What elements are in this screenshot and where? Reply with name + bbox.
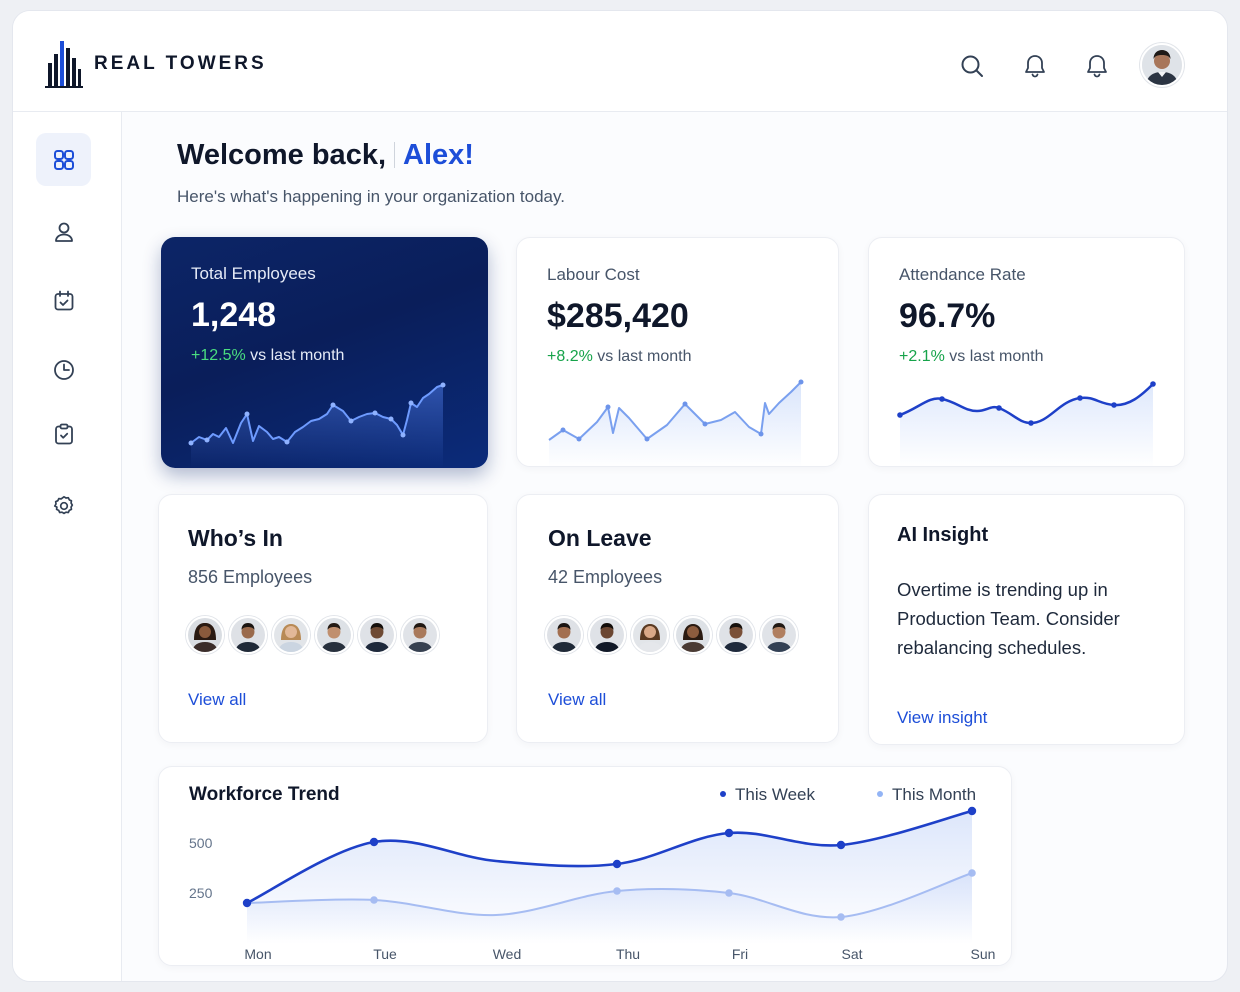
clipboard-icon bbox=[54, 423, 73, 444]
top-header: REAL TOWERS bbox=[13, 11, 1227, 112]
legend-item-this-month[interactable]: This Month bbox=[877, 785, 976, 805]
employee-count: 42 Employees bbox=[548, 567, 663, 587]
page-title: Welcome back, Alex! bbox=[177, 139, 474, 172]
calendar-check-icon bbox=[54, 290, 73, 310]
workforce-trend-card: Workforce Trend This Week This Month 500… bbox=[158, 766, 1012, 966]
avatar-group bbox=[545, 616, 803, 654]
bell-icon[interactable] bbox=[1084, 53, 1110, 79]
x-tick-label: Fri bbox=[732, 946, 748, 962]
sidebar-item-time[interactable] bbox=[36, 343, 91, 396]
avatar[interactable] bbox=[545, 616, 583, 654]
card-title: On Leave bbox=[548, 525, 652, 551]
avatar[interactable] bbox=[358, 616, 396, 654]
legend-label: This Month bbox=[892, 785, 977, 804]
x-tick-label: Sat bbox=[841, 946, 862, 962]
sidebar bbox=[13, 112, 122, 981]
stat-card-total-employees[interactable]: Total Employees 1,248 +12.5% vs last mon… bbox=[161, 237, 488, 468]
notification-bell-icon[interactable] bbox=[1022, 53, 1048, 79]
avatar[interactable] bbox=[760, 616, 798, 654]
x-tick-label: Tue bbox=[373, 946, 397, 962]
data-point[interactable] bbox=[967, 806, 977, 816]
ai-insight-card: AI Insight Overtime is trending up in Pr… bbox=[868, 494, 1185, 745]
avatar[interactable] bbox=[674, 616, 712, 654]
clock-icon bbox=[53, 359, 74, 380]
avatar[interactable] bbox=[315, 616, 353, 654]
sidebar-item-settings[interactable] bbox=[36, 479, 91, 532]
series-area-this-week bbox=[247, 811, 972, 943]
avatar-group bbox=[186, 616, 444, 654]
page-subtitle: Here's what's happening in your organiza… bbox=[177, 187, 565, 206]
sidebar-item-people[interactable] bbox=[36, 205, 91, 258]
view-insight-link[interactable]: View insight bbox=[897, 708, 988, 727]
y-tick-label: 500 bbox=[189, 835, 213, 851]
whos-in-card: Who’s In 856 Employees View all bbox=[158, 494, 488, 743]
stat-value: 1,248 bbox=[191, 296, 277, 334]
brand-name: REAL TOWERS bbox=[94, 53, 267, 74]
view-all-link[interactable]: View all bbox=[548, 690, 607, 709]
card-title: AI Insight bbox=[897, 524, 989, 546]
avatar[interactable] bbox=[186, 616, 224, 654]
stat-delta-value: +8.2% bbox=[547, 348, 593, 365]
stat-delta-suffix: vs last month bbox=[245, 347, 345, 364]
data-point[interactable] bbox=[242, 898, 252, 908]
stat-delta: +8.2% vs last month bbox=[547, 348, 692, 366]
stat-delta-value: +2.1% bbox=[899, 348, 945, 365]
stat-value: 96.7% bbox=[899, 297, 996, 335]
stat-card-attendance-rate[interactable]: Attendance Rate 96.7% +2.1% vs last mont… bbox=[868, 237, 1185, 468]
employees-sparkline bbox=[188, 382, 446, 468]
title-divider bbox=[394, 142, 396, 168]
avatar[interactable] bbox=[588, 616, 626, 654]
employee-count: 856 Employees bbox=[188, 567, 313, 587]
stat-delta: +12.5% vs last month bbox=[191, 347, 344, 365]
legend-label: This Week bbox=[735, 785, 815, 804]
x-tick-label: Thu bbox=[616, 946, 640, 962]
sidebar-item-tasks[interactable] bbox=[36, 407, 91, 460]
stat-delta-suffix: vs last month bbox=[944, 348, 1044, 365]
y-tick-label: 250 bbox=[189, 885, 213, 901]
app-window: REAL TOWERS bbox=[12, 10, 1228, 982]
x-tick-label: Sun bbox=[971, 946, 996, 962]
user-icon bbox=[54, 222, 73, 242]
avatar[interactable] bbox=[631, 616, 669, 654]
avatar[interactable] bbox=[401, 616, 439, 654]
avatar[interactable] bbox=[229, 616, 267, 654]
labour-cost-sparkline bbox=[548, 379, 804, 468]
legend-item-this-week[interactable]: This Week bbox=[720, 785, 815, 805]
data-point[interactable] bbox=[369, 837, 379, 847]
data-point[interactable] bbox=[612, 859, 622, 869]
stat-delta-value: +12.5% bbox=[191, 347, 246, 364]
on-leave-card: On Leave 42 Employees View all bbox=[516, 494, 839, 743]
chart-title: Workforce Trend bbox=[189, 784, 340, 805]
stat-label: Attendance Rate bbox=[899, 265, 1026, 284]
stat-card-labour-cost[interactable]: Labour Cost $285,420 +8.2% vs last month bbox=[516, 237, 839, 468]
welcome-user-name: Alex! bbox=[403, 139, 474, 171]
stat-label: Total Employees bbox=[191, 264, 316, 283]
avatar[interactable] bbox=[272, 616, 310, 654]
welcome-greeting: Welcome back, bbox=[177, 139, 387, 171]
attendance-sparkline bbox=[897, 381, 1156, 468]
brand-logo-icon bbox=[45, 41, 83, 88]
view-all-link[interactable]: View all bbox=[188, 690, 247, 709]
data-point[interactable] bbox=[724, 828, 734, 838]
data-point[interactable] bbox=[836, 840, 846, 850]
avatar[interactable] bbox=[717, 616, 755, 654]
workforce-trend-chart: 500 250 Mon Tue Wed Thu Fri Sat Sun bbox=[189, 806, 996, 962]
user-avatar[interactable] bbox=[1140, 43, 1184, 87]
avatar-photo-icon bbox=[1142, 45, 1182, 85]
stat-delta-suffix: vs last month bbox=[592, 348, 692, 365]
dashboard-icon bbox=[53, 149, 74, 170]
stat-delta: +2.1% vs last month bbox=[899, 348, 1044, 366]
sidebar-item-schedule[interactable] bbox=[36, 274, 91, 327]
gear-icon bbox=[53, 495, 73, 514]
stat-label: Labour Cost bbox=[547, 265, 640, 284]
legend-dot-icon bbox=[877, 791, 883, 797]
insight-text: Overtime is trending up in Production Te… bbox=[897, 579, 1120, 658]
search-icon[interactable] bbox=[959, 53, 985, 79]
x-tick-label: Wed bbox=[493, 946, 522, 962]
stat-value: $285,420 bbox=[547, 297, 689, 335]
card-title: Who’s In bbox=[188, 525, 283, 551]
legend-dot-icon bbox=[720, 791, 726, 797]
x-tick-label: Mon bbox=[244, 946, 271, 962]
sidebar-item-dashboard[interactable] bbox=[36, 133, 91, 186]
